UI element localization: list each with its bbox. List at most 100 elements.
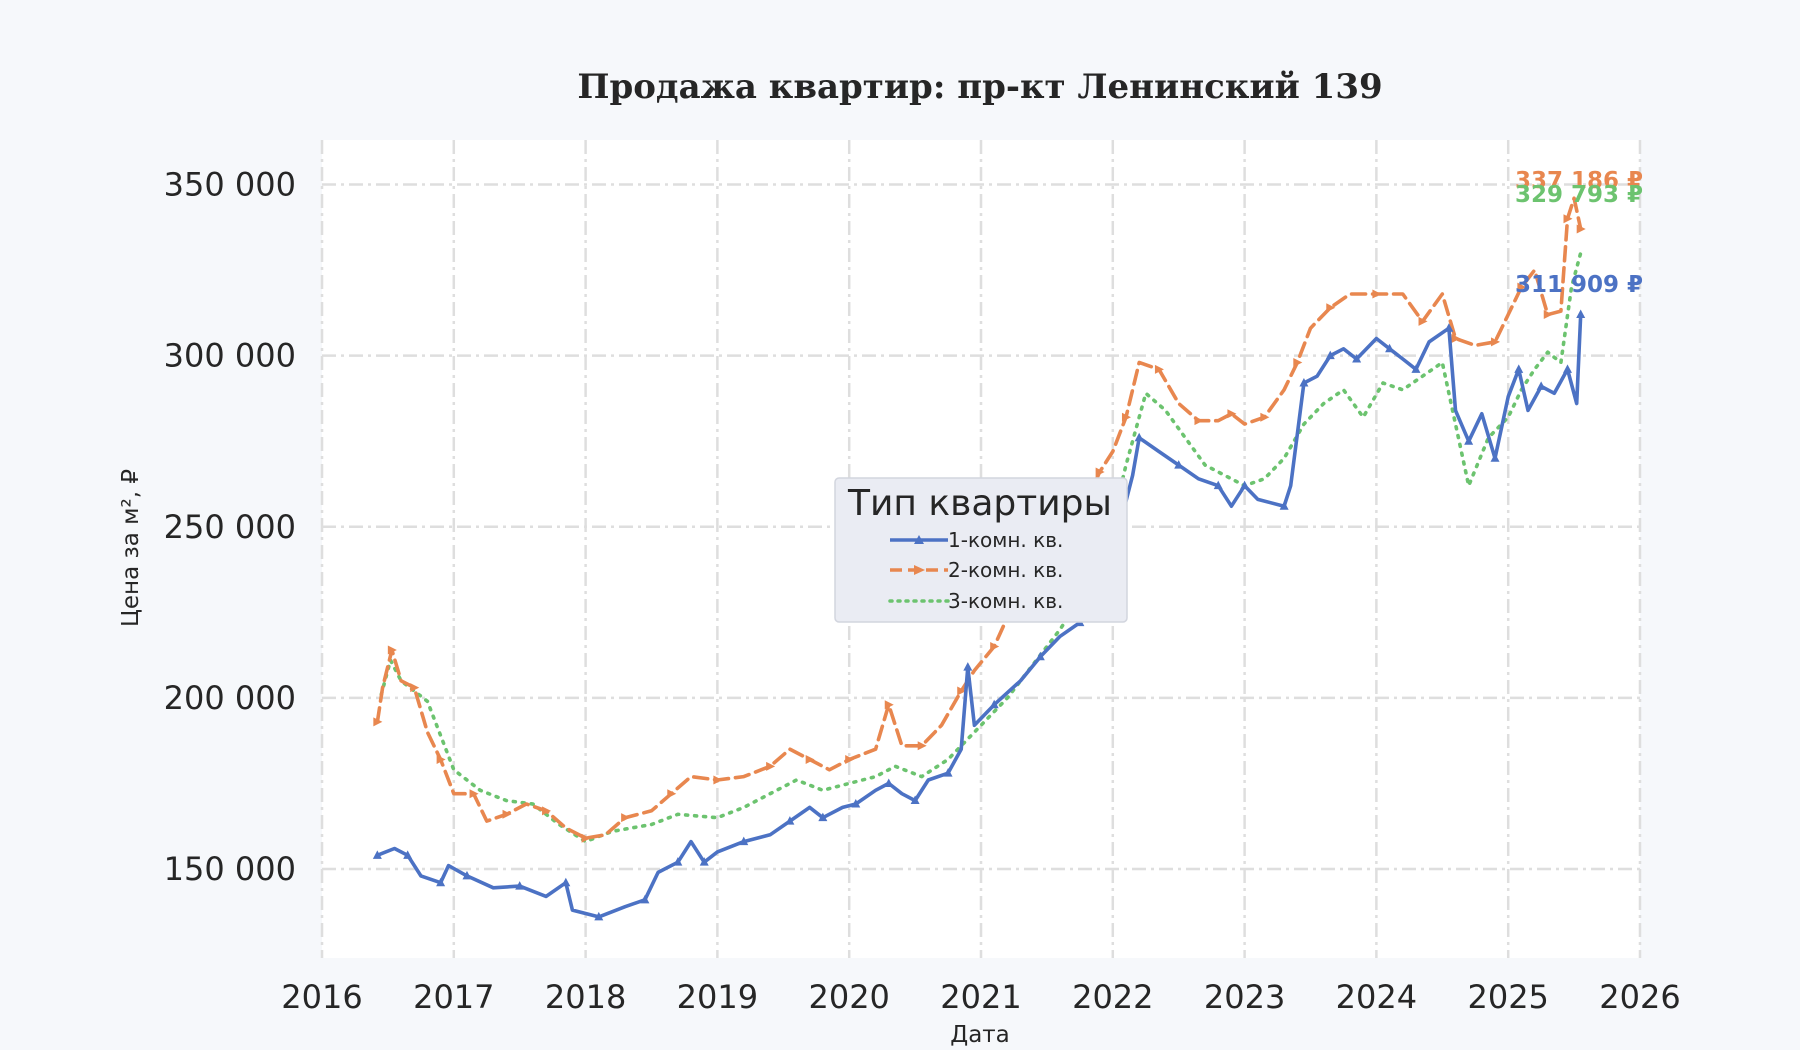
data-point [1491, 337, 1501, 347]
data-point [410, 683, 420, 693]
data-point [502, 809, 512, 819]
x-axis-label: Дата [950, 1022, 1010, 1048]
legend: Тип квартиры 1-комн. кв. 2-комн. кв. 3-к… [834, 477, 1128, 623]
x-axis-ticks: 2016 2017 2018 2019 2020 2021 2022 2023 2024 2025… [281, 978, 1680, 1016]
data-point [469, 789, 479, 799]
legend-entry-3-room: 3-комн. кв. [888, 589, 1063, 613]
data-point [910, 795, 920, 805]
x-tick-label: 2022 [1072, 978, 1153, 1016]
y-axis-ticks: 150 000 200 000 250 000 300 000 350 000 [164, 165, 296, 888]
data-point [1411, 364, 1421, 373]
data-point [594, 911, 604, 921]
data-point [1418, 316, 1428, 326]
data-point [1174, 460, 1184, 469]
data-point [462, 870, 472, 880]
series-layer [372, 196, 1586, 921]
data-point [785, 816, 795, 825]
data-point [1299, 378, 1309, 387]
data-point [1451, 334, 1461, 344]
data-point [1517, 282, 1527, 292]
data-point [884, 778, 894, 787]
legend-box [834, 477, 1128, 623]
data-point [1240, 480, 1250, 490]
y-tick-label: 250 000 [164, 508, 296, 546]
data-point [1372, 289, 1382, 299]
data-point [1514, 364, 1524, 373]
data-point [403, 850, 413, 859]
y-tick-label: 200 000 [164, 679, 296, 717]
series-2-room [373, 196, 1586, 843]
end-value-label: 329 793 ₽ [1515, 182, 1643, 208]
legend-label-1-room: 1-комн. кв. [948, 528, 1063, 552]
data-point [805, 754, 815, 764]
data-point [851, 798, 861, 808]
data-point [1134, 432, 1144, 442]
x-tick-label: 2020 [808, 978, 889, 1016]
x-tick-label: 2019 [677, 978, 758, 1016]
series-1-room [372, 309, 1586, 921]
data-point [1035, 651, 1045, 661]
y-tick-label: 300 000 [164, 337, 296, 375]
data-point [640, 894, 650, 904]
data-point [1326, 303, 1336, 313]
data-point [1563, 214, 1573, 224]
end-labels: 311 909 ₽ 337 186 ₽329 793 ₽ [1515, 168, 1643, 298]
data-point [1444, 323, 1454, 332]
legend-title: Тип квартиры [847, 483, 1112, 524]
data-point [436, 754, 446, 764]
data-point [1325, 350, 1335, 360]
x-tick-label: 2026 [1599, 978, 1680, 1016]
data-point [1536, 381, 1546, 390]
data-point [739, 836, 749, 846]
data-point [989, 699, 999, 709]
data-point [1227, 409, 1237, 419]
data-point [1260, 412, 1270, 422]
x-tick-label: 2025 [1467, 978, 1548, 1016]
data-point [373, 717, 383, 727]
data-point [1543, 310, 1553, 320]
x-tick-label: 2017 [413, 978, 494, 1016]
data-point [713, 775, 723, 785]
data-point [1576, 224, 1586, 234]
data-point [1293, 357, 1303, 367]
data-point [963, 662, 973, 671]
arrow-marker-icon [914, 565, 925, 575]
data-point [542, 806, 552, 816]
x-tick-label: 2021 [940, 978, 1021, 1016]
data-point [1213, 480, 1223, 490]
triangle-marker-icon [914, 535, 924, 544]
data-point [1095, 467, 1105, 477]
data-point [1194, 416, 1204, 426]
x-tick-label: 2018 [545, 978, 626, 1016]
end-value-label: 311 909 ₽ [1515, 272, 1643, 298]
end-value-label: 337 186 ₽ [1515, 168, 1643, 194]
data-point [818, 812, 828, 822]
data-point [1464, 436, 1474, 445]
data-point [1563, 364, 1573, 373]
data-point [957, 686, 967, 696]
data-point [917, 741, 927, 751]
data-point [1279, 501, 1289, 510]
data-point [581, 833, 591, 843]
data-point [1385, 343, 1395, 353]
y-tick-label: 350 000 [164, 165, 296, 203]
data-point [845, 754, 855, 764]
chart-title: Продажа квартир: пр-кт Ленинский 139 [577, 67, 1382, 107]
data-point [372, 850, 382, 859]
y-axis-label: Цена за м², ₽ [118, 469, 144, 627]
data-point [1352, 354, 1362, 363]
data-point [1154, 364, 1164, 374]
data-point [1121, 412, 1131, 422]
data-point [990, 642, 1000, 652]
data-point [1490, 453, 1500, 462]
y-tick-label: 150 000 [164, 850, 296, 888]
legend-label-2-room: 2-комн. кв. [948, 558, 1063, 582]
x-tick-label: 2016 [281, 978, 362, 1016]
data-point [561, 877, 571, 887]
data-point [699, 857, 709, 866]
legend-entry-1-room: 1-комн. кв. [890, 528, 1063, 552]
data-point [884, 700, 894, 710]
x-tick-label: 2024 [1336, 978, 1417, 1016]
data-point [673, 857, 683, 866]
